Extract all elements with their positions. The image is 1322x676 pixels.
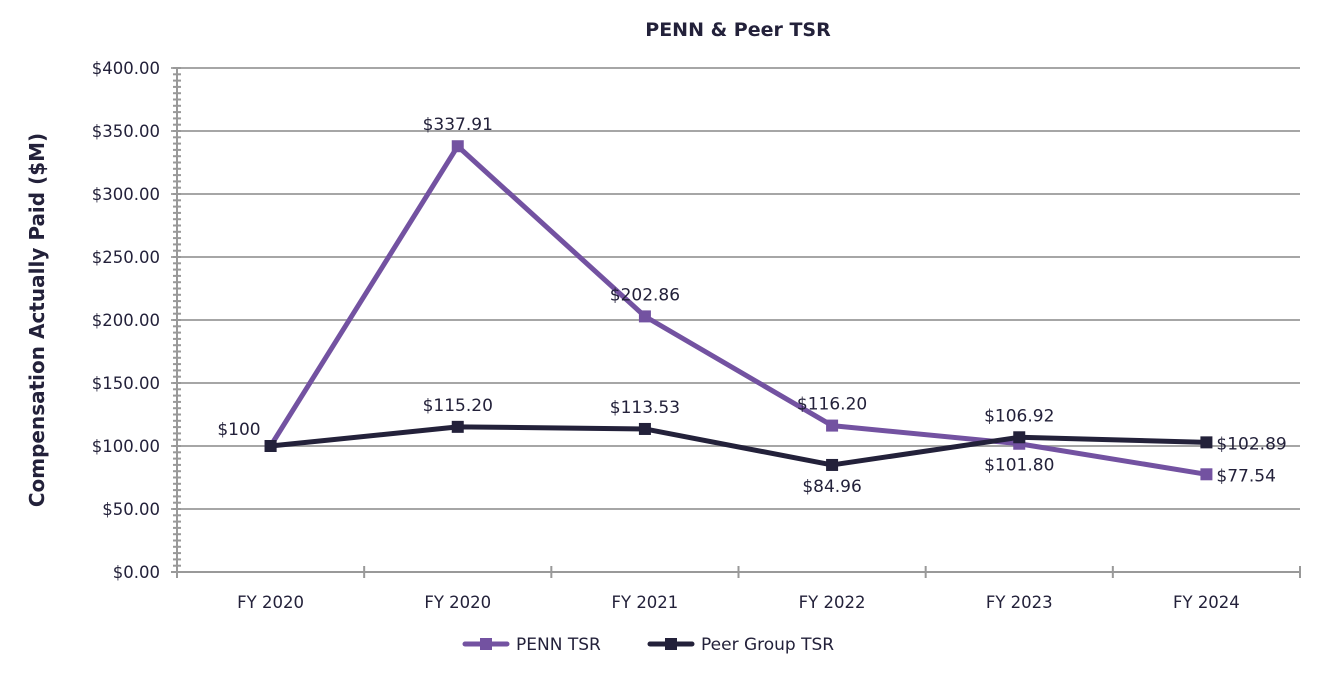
x-tick-label: FY 2020 <box>237 593 304 612</box>
y-tick-label: $300.00 <box>92 185 160 204</box>
y-tick-label: $250.00 <box>92 248 160 267</box>
data-label: $84.96 <box>802 477 861 497</box>
data-point-marker <box>638 310 651 323</box>
series-lines <box>264 140 1213 481</box>
y-axis-label: Compensation Actually Paid ($M) <box>25 133 49 507</box>
legend-label: PENN TSR <box>516 635 601 655</box>
data-label: $115.20 <box>423 396 493 416</box>
data-label: $77.54 <box>1216 466 1275 486</box>
data-point-marker <box>826 419 839 432</box>
y-tick-label: $50.00 <box>102 500 160 519</box>
chart-title: PENN & Peer TSR <box>645 19 831 41</box>
data-label: $101.80 <box>984 456 1054 476</box>
x-tick-label: FY 2021 <box>612 593 679 612</box>
data-point-marker <box>451 140 464 153</box>
axes: $0.00 $50.00 $100.00 $150.00 $200.00 $250.00 $… <box>92 59 1301 612</box>
y-tick-label: $0.00 <box>113 563 160 582</box>
data-label: $116.20 <box>797 395 867 415</box>
data-label: $102.89 <box>1216 434 1286 454</box>
y-tick-label: $100.00 <box>92 437 160 456</box>
data-label: $106.92 <box>984 406 1054 426</box>
x-tick-label: FY 2024 <box>1173 593 1240 612</box>
legend-label: Peer Group TSR <box>701 635 834 655</box>
y-tick-label: $150.00 <box>92 374 160 393</box>
data-label: $337.91 <box>423 115 493 135</box>
data-label: $202.86 <box>610 285 680 305</box>
y-tick-label: $350.00 <box>92 122 160 141</box>
x-tick-label: FY 2022 <box>799 593 866 612</box>
gridlines <box>171 67 1300 573</box>
data-label: $100 <box>217 420 260 440</box>
data-point-marker <box>1200 468 1213 481</box>
series-line-peer-group-tsr <box>270 424 1207 468</box>
data-labels: $100 $337.91 $202.86 $116.20 $101.80 $77.54 $1… <box>217 115 1286 497</box>
data-point-marker <box>1013 431 1026 444</box>
data-point-marker <box>826 458 839 471</box>
data-point-marker <box>1200 436 1213 449</box>
legend-marker-swatch <box>665 638 677 650</box>
data-label: $113.53 <box>610 398 680 418</box>
x-tick-label: FY 2023 <box>986 593 1053 612</box>
legend: PENN TSR Peer Group TSR <box>462 635 834 655</box>
legend-marker-swatch <box>480 638 492 650</box>
series-line-penn-tsr <box>268 143 1207 477</box>
data-point-marker <box>638 422 651 435</box>
data-point-marker <box>451 420 464 433</box>
y-tick-label: $400.00 <box>92 59 160 78</box>
y-tick-label: $200.00 <box>92 311 160 330</box>
data-point-marker <box>264 440 277 452</box>
x-tick-label: FY 2020 <box>424 593 491 612</box>
